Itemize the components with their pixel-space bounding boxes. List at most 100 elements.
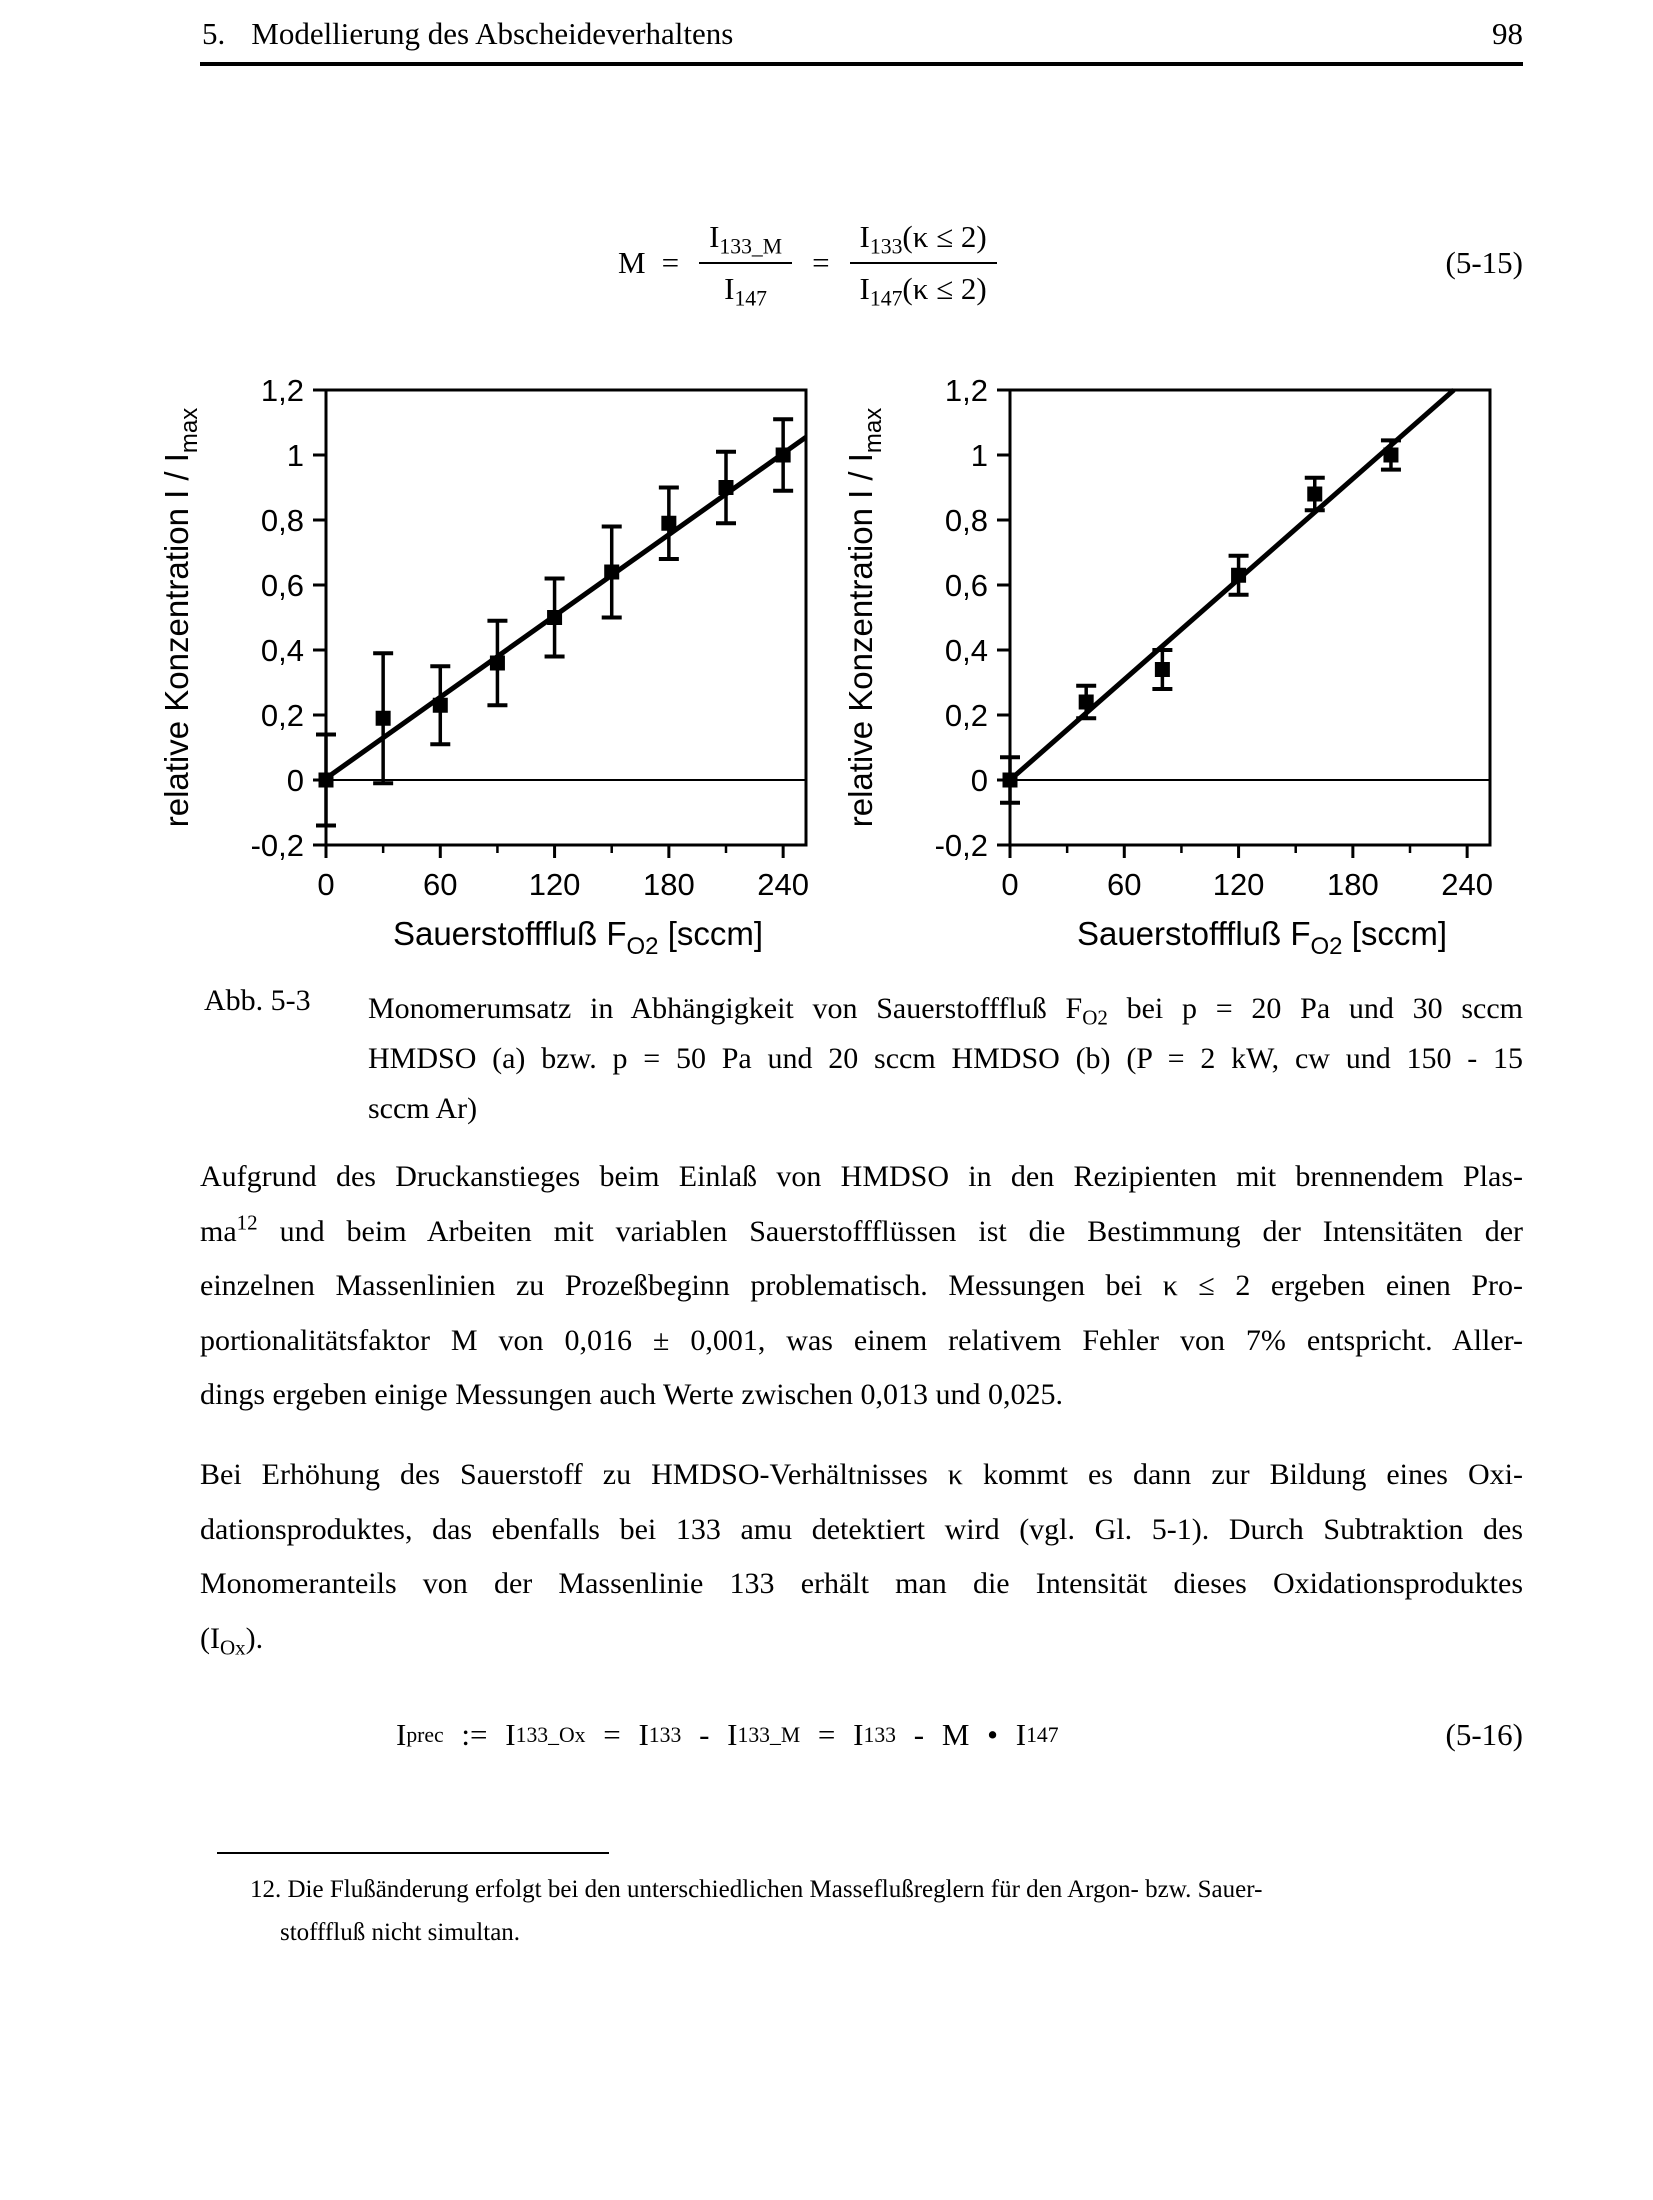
page-header: 5. Modellierung des Abscheideverhaltens … [202,16,1523,52]
square-marker [1154,662,1170,677]
text-line: (IOx). [200,1621,264,1659]
x-tick-label: 0 [317,867,334,902]
data-point [601,524,622,620]
x-tick-label: 0 [1001,867,1018,902]
data-point [716,449,736,526]
y-tick-label: 0,6 [261,568,304,603]
data-point [1000,755,1020,805]
y-tick-label: 0,4 [945,633,988,668]
paragraph-1: Aufgrund des Druckanstieges beim Einlaß … [200,1150,1523,1423]
equation-5-15: M = I133_M I147 = I133(κ ≤ 2) I147(κ ≤ 2… [200,198,1523,328]
y-tick-label: 0 [971,763,988,798]
figure-caption-label: Abb. 5-3 [204,984,311,1017]
y-tick-label: -0,2 [251,828,304,863]
text-line: Bei Erhöhung des Sauerstoff zu HMDSO-Ver… [200,1458,1523,1491]
square-marker [1002,772,1018,788]
square-marker [432,697,448,713]
square-marker [775,447,791,463]
data-point [1228,553,1249,597]
y-tick-label: 0,2 [261,698,304,733]
eq515-equals-2: = [812,245,830,280]
y-tick-label: 0 [287,763,304,798]
data-point [316,732,336,828]
x-tick-label: 60 [423,867,457,902]
y-tick-label: 1 [287,438,304,473]
plot-frame [1008,388,1492,847]
header-rule [200,62,1523,66]
x-tick-label: 180 [643,867,695,902]
eq515-fraction-2: I133(κ ≤ 2) I147(κ ≤ 2) [849,219,997,309]
y-axis-label: relative Konzentration I / Imax [158,408,203,828]
square-marker [661,515,677,531]
text-line: portionalitätsfaktor M von 0,016 ± 0,001… [200,1323,1523,1357]
text-line: Monomeranteils von der Massenlinie 133 e… [200,1567,1523,1600]
data-point [1304,475,1325,513]
data-point [373,651,394,786]
y-tick-label: 0,8 [945,503,988,538]
square-marker [604,564,620,580]
text-line: HMDSO (a) bzw. p = 50 Pa und 20 sccm HMD… [368,1042,1523,1075]
y-tick-label: 0,4 [261,633,304,668]
square-marker [1231,567,1247,583]
y-tick-label: 1,2 [945,373,988,408]
square-marker [318,772,334,788]
data-point [1380,438,1401,472]
x-axis-label: Sauerstofffluß FO2 [sccm] [393,915,763,955]
figure-caption-text: Monomerumsatz in Abhängigkeit von Sauers… [368,984,1523,1134]
footnote: 12. Die Flußänderung erfolgt bei den unt… [250,1868,1450,1954]
chart-panel-b: -0,2 0 0,2 0,4 0,6 0,8 1 1,2 0 60 120 180 240 Sauerst… [842,373,1493,955]
data-point [1152,648,1173,691]
square-marker [1307,486,1323,502]
y-tick-label: 0,6 [945,568,988,603]
text-line: ma12 und beim Arbeiten mit variablen Sau… [200,1209,1523,1248]
square-marker [375,710,391,726]
square-marker [1078,694,1094,710]
x-tick-label: 240 [757,867,809,902]
text-line: sccm Ar) [368,1092,478,1125]
data-point [773,417,794,493]
text-line: einzelnen Massenlinien zu Prozeßbeginn p… [200,1269,1523,1302]
eq515-fraction-1: I133_M I147 [699,219,793,309]
data-point [658,485,679,561]
y-tick-label: 1 [971,438,988,473]
eq515-lhs: M [618,245,646,280]
y-tick-label: -0,2 [935,828,988,863]
data-point [1076,683,1097,721]
x-tick-label: 120 [1213,867,1265,902]
data-point [430,664,451,747]
x-tick-label: 60 [1107,867,1141,902]
y-tick-label: 0,8 [261,503,304,538]
x-tick-label: 240 [1441,867,1493,902]
plot-frame [324,388,808,847]
text-line: dationsproduktes, das ebenfalls bei 133 … [200,1512,1523,1546]
eq515-equals-1: = [661,245,680,280]
chapter-title: Modellierung des Abscheideverhaltens [251,16,734,51]
paragraph-2: Bei Erhöhung des Sauerstoff zu HMDSO-Ver… [200,1448,1523,1666]
text-line: dings ergeben einige Messungen auch Wert… [200,1378,1063,1411]
square-marker [489,655,505,671]
square-marker [718,480,734,495]
page-number: 98 [1492,16,1523,51]
text-line: Aufgrund des Druckanstieges beim Einlaß … [200,1160,1523,1193]
chart-panel-a: -0,2 0 0,2 0,4 0,6 0,8 1 1,2 0 60 120 180 240 Sauerst… [158,373,809,955]
y-tick-label: 1,2 [261,373,304,408]
fit-line [324,435,808,781]
text-line: stofffluß nicht simultan. [280,1919,521,1946]
square-marker [547,610,563,625]
data-point [544,576,565,659]
chapter-number: 5. [202,16,226,51]
equation-5-15-number: (5-15) [1445,245,1523,280]
equation-5-16-number: (5-16) [1445,1717,1523,1752]
equation-5-15-body: M = I133_M I147 = I133(κ ≤ 2) I147(κ ≤ 2… [618,219,1001,309]
square-marker [1383,447,1399,463]
text-line: 12. Die Flußänderung erfolgt bei den unt… [250,1876,1263,1903]
data-point [487,618,508,708]
footnote-rule [217,1852,609,1854]
y-axis-label: relative Konzentration I / Imax [842,408,887,828]
x-tick-label: 180 [1327,867,1379,902]
text-line: Monomerumsatz in Abhängigkeit von Sauers… [368,992,1523,1030]
x-tick-label: 120 [529,867,581,902]
